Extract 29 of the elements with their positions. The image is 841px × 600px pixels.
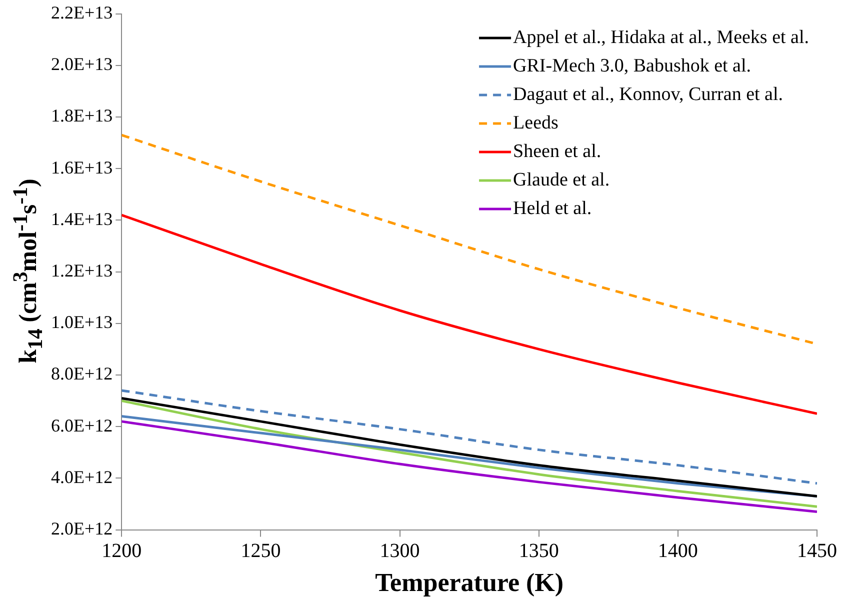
legend-label: Glaude et al. (513, 170, 610, 191)
y-tick-label: 6.0E+12 (50, 415, 113, 436)
line-series (122, 415, 817, 498)
x-tick-label: 1350 (518, 540, 559, 562)
legend-label: Leeds (513, 112, 558, 134)
y-tick-label: 1.6E+13 (50, 157, 113, 178)
x-tick-label: 1400 (658, 540, 698, 562)
x-tick-label: 1250 (240, 540, 281, 562)
line-series (122, 214, 817, 415)
y-tick-label: 1.4E+13 (50, 208, 113, 229)
legend-label: Held et al. (513, 198, 592, 220)
y-tick-label: 2.2E+13 (50, 2, 113, 23)
y-tick-label: 1.2E+13 (50, 260, 113, 281)
y-tick-label: 1.0E+13 (50, 312, 113, 332)
x-tick-label: 1300 (380, 540, 420, 562)
y-tick-label: 4.0E+12 (50, 466, 113, 487)
legend-label: Dagaut et al., Konnov, Curran et al. (513, 84, 783, 106)
legend-label: GRI-Mech 3.0, Babushok et al. (513, 56, 752, 77)
legend-label: Appel et al., Hidaka at al., Meeks et al. (513, 27, 810, 48)
x-tick-label: 1200 (102, 540, 142, 562)
y-tick-label: 8.0E+12 (50, 364, 113, 384)
y-tick-label: 1.8E+13 (50, 106, 113, 126)
line-series (122, 389, 817, 485)
line-series (122, 420, 817, 513)
x-axis-title: Temperature (K) (375, 568, 564, 598)
y-tick-label: 2.0E+13 (50, 54, 113, 74)
y-tick-label: 2.0E+12 (50, 518, 113, 539)
x-tick-label: 1450 (797, 540, 837, 562)
legend-label: Sheen et al. (513, 141, 602, 162)
